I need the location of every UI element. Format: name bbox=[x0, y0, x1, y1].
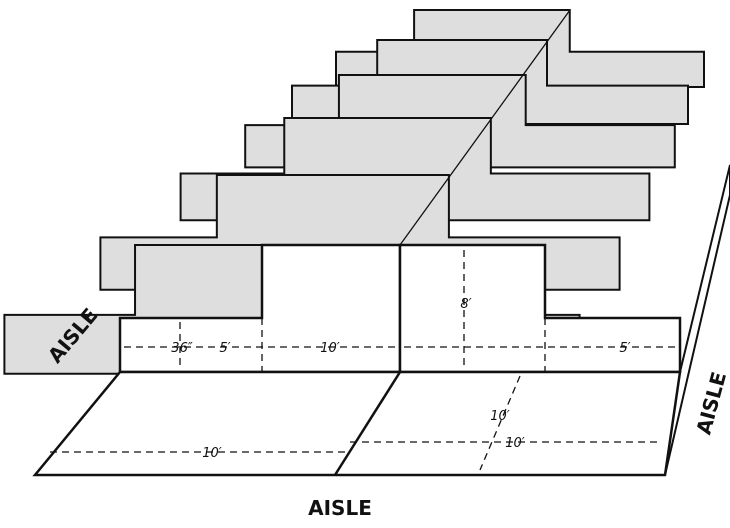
aisle-label: AISLE bbox=[308, 496, 372, 520]
floor bbox=[32, 370, 682, 477]
dim-label: 10′ bbox=[320, 341, 340, 356]
center-line bbox=[399, 9, 571, 246]
dim-label: 5′ bbox=[219, 341, 230, 356]
floor-divider bbox=[333, 371, 402, 476]
dim-label: 10′ bbox=[202, 446, 222, 461]
dim-line bbox=[479, 375, 521, 471]
dim-label: 5′ bbox=[619, 341, 630, 356]
dim-label: 8′ bbox=[460, 297, 471, 312]
aisle-label: AISLE bbox=[691, 369, 730, 437]
dim-label: 10′ bbox=[505, 436, 525, 451]
dim-label: 10′ bbox=[490, 409, 510, 424]
dim-label: 36″ bbox=[171, 341, 193, 356]
right-back-wall bbox=[398, 243, 682, 374]
